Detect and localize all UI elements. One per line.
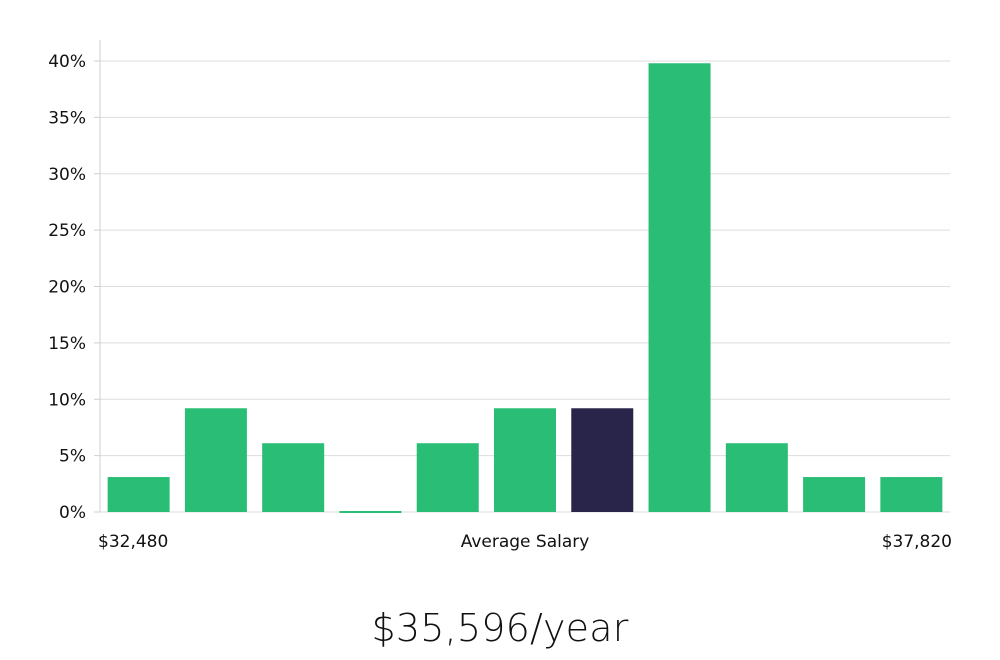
y-tick-label: 15% — [48, 334, 86, 354]
x-axis-title: Average Salary — [461, 532, 590, 552]
bar-3 — [262, 443, 325, 512]
y-tick-label: 5% — [59, 447, 86, 467]
y-tick-label: 35% — [48, 108, 86, 128]
bar-8 — [648, 63, 711, 512]
y-tick-label: 10% — [48, 390, 86, 410]
bar-highlighted — [571, 408, 634, 512]
salary-histogram-chart: 0% 5% 10% 15% 20% 25% 30% 35% 40% $32,480 Average … — [48, 40, 952, 552]
bar-9 — [725, 443, 788, 512]
axes — [94, 40, 101, 513]
bar-10 — [803, 477, 866, 512]
bars — [107, 63, 943, 513]
bar-11 — [880, 477, 943, 512]
chart-svg: 0% 5% 10% 15% 20% 25% 30% 35% 40% $32,480 Average … — [48, 40, 952, 552]
average-salary-value: $35,596/year — [371, 606, 629, 650]
y-tick-label: 0% — [59, 503, 86, 523]
y-tick-label: 25% — [48, 221, 86, 241]
bar-1 — [107, 477, 170, 512]
x-min-label: $32,480 — [98, 532, 168, 552]
bar-5 — [416, 443, 479, 512]
y-tick-label: 20% — [48, 278, 86, 298]
y-tick-label: 40% — [48, 52, 86, 72]
x-max-label: $37,820 — [882, 532, 952, 552]
y-tick-label: 30% — [48, 165, 86, 185]
bar-2 — [184, 408, 247, 512]
axis-labels: 0% 5% 10% 15% 20% 25% 30% 35% 40% $32,480 Average … — [48, 52, 952, 552]
bar-6 — [494, 408, 556, 512]
